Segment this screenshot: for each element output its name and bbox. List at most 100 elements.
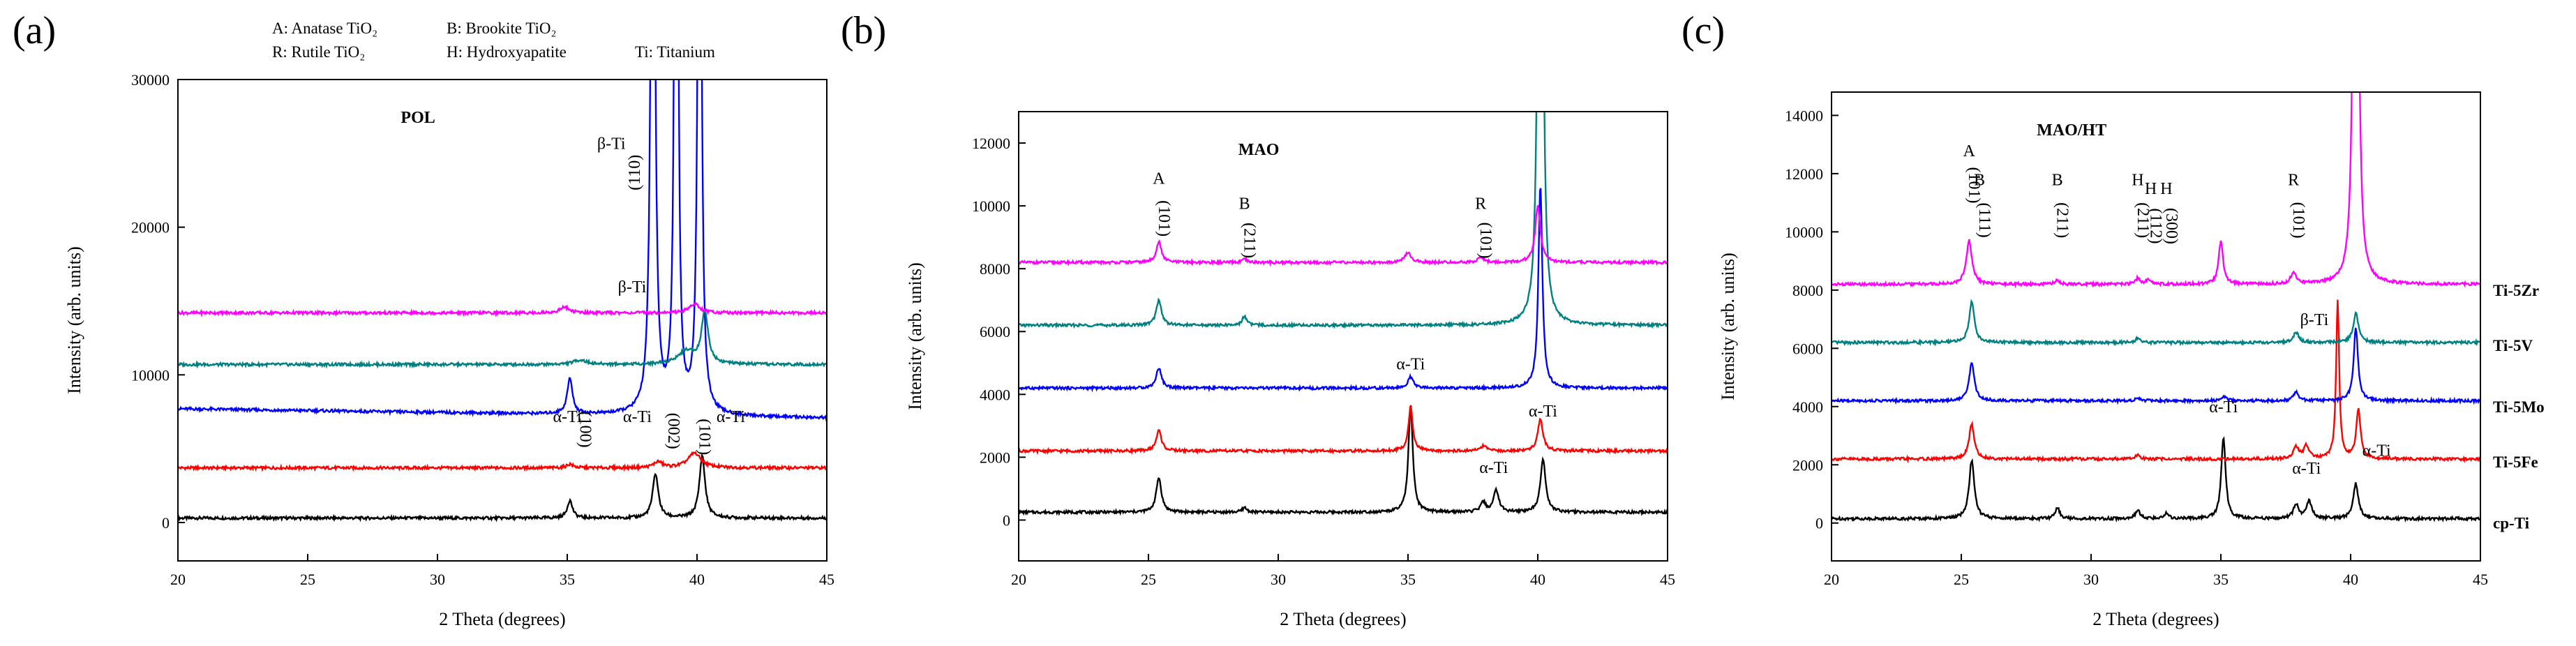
peak-annotation: (112) (2147, 208, 2165, 243)
x-tick-label: 35 (560, 571, 575, 588)
x-tick-label: 30 (2083, 571, 2099, 588)
series-line-Ti-5Zr (178, 302, 827, 318)
series-label: Ti-5Mo (2493, 398, 2545, 416)
x-tick-label: 30 (430, 571, 445, 588)
series-line-Ti-5Fe (1832, 299, 2480, 464)
panel-letter: (a) (13, 9, 56, 52)
y-tick-label: 0 (1003, 511, 1010, 529)
x-tick-label: 25 (300, 571, 315, 588)
peak-annotation: (101) (2289, 202, 2307, 239)
y-axis-title: Intensity (arb. units) (905, 262, 925, 410)
peak-annotation: B (2052, 172, 2063, 190)
x-tick-label: 20 (170, 571, 186, 588)
y-tick-label: 4000 (1792, 398, 1823, 416)
y-axis-title: Intensity (arb. units) (64, 246, 84, 394)
x-tick-label: 20 (1824, 571, 1839, 588)
series-line-Ti-5Zr (1019, 205, 1668, 267)
peak-annotation: A (1153, 170, 1165, 188)
peak-annotation: H (2132, 172, 2143, 190)
series-label: Ti-5V (2493, 337, 2533, 354)
series-group (1832, 92, 2480, 523)
y-axis-title: Intensity (arb. units) (1718, 253, 1738, 400)
series-line-Ti-5Fe (1019, 405, 1668, 456)
y-tick-label: 10000 (1785, 223, 1823, 241)
peak-annotation: α-Ti (1529, 403, 1557, 421)
peak-annotation: β-Ti (2300, 311, 2329, 329)
peak-annotation: (110) (626, 155, 644, 190)
peak-annotation: β-Ti (618, 278, 647, 296)
y-tick-label: 30000 (131, 71, 170, 89)
peak-annotation: (111) (1975, 203, 1993, 238)
y-tick-label: 2000 (1792, 456, 1823, 474)
peak-annotation: α-Ti (553, 408, 581, 426)
peak-annotation: α-Ti (2292, 460, 2321, 478)
peak-annotation: H (2145, 180, 2157, 198)
panel-2: (c) 20 25 30 35 40 45 0 2000 4000 6000 8000 10000 120… (1682, 9, 2545, 629)
peak-annotation: (101) (1965, 167, 1983, 204)
series-group (1019, 112, 1668, 517)
peak-annotation: (211) (2053, 202, 2072, 238)
legend-titanium: Ti: Titanium (635, 43, 715, 61)
x-tick-label: 40 (1530, 571, 1545, 588)
series-label: Ti-5Zr (2493, 282, 2539, 299)
x-tick-label: 20 (1011, 571, 1026, 588)
y-tick-label: 10000 (972, 197, 1010, 215)
peak-annotation: β-Ti (597, 135, 626, 153)
legend-anatase: A: Anatase TiO₂ (272, 20, 377, 37)
series-line-Ti-5Mo (1832, 327, 2480, 405)
y-tick-label: 14000 (1785, 107, 1823, 124)
peak-annotation: (002) (664, 413, 682, 449)
peak-annotation: A (1963, 142, 1975, 160)
y-tick-label: 12000 (1785, 165, 1823, 183)
panel-letter: (b) (841, 9, 886, 52)
plot-frame (1831, 91, 2481, 562)
peak-annotation: (101) (1476, 223, 1495, 259)
series-line-Ti-5Zr (1832, 92, 2480, 289)
peak-annotation: (100) (576, 412, 594, 448)
peak-annotation: (211) (2134, 202, 2152, 238)
peak-annotation: R (2288, 172, 2299, 190)
x-tick-label: 30 (1271, 571, 1286, 588)
y-tick-label: 0 (1815, 515, 1823, 532)
panel-1: (b) 20 25 30 35 40 45 0 2000 4000 6000 8000 10000 120… (841, 9, 1675, 629)
series-group (178, 80, 827, 523)
peak-annotation: (101) (696, 419, 714, 455)
series-line-Ti-5Mo (178, 80, 827, 422)
x-tick-label: 45 (2473, 571, 2488, 588)
legend-rutile: R: Rutile TiO₂ (272, 43, 365, 61)
peak-annotation: α-Ti (2362, 442, 2391, 460)
y-tick-label: 2000 (980, 449, 1010, 466)
x-tick-label: 35 (1400, 571, 1416, 588)
panel-0: (a) 20 25 30 35 40 45 0 10000 20000 30000 2 Theta (… (13, 9, 834, 629)
x-axis-title: 2 Theta (degrees) (1280, 609, 1406, 629)
peak-annotation: α-Ti (1396, 355, 1425, 373)
peak-annotation: H (2160, 180, 2172, 198)
peak-annotation: (101) (1155, 200, 1173, 236)
y-tick-label: 0 (162, 514, 170, 532)
y-tick-label: 12000 (972, 135, 1010, 152)
series-line-cp-Ti (1832, 436, 2480, 523)
x-tick-label: 45 (819, 571, 834, 588)
x-tick-label: 35 (2213, 571, 2229, 588)
peak-annotation: (211) (1241, 223, 1259, 258)
x-axis-title: 2 Theta (degrees) (2092, 609, 2219, 629)
legend-brookite: B: Brookite TiO₂ (447, 20, 557, 37)
peak-annotation: B (1239, 195, 1250, 213)
series-line-Ti-5Mo (1019, 188, 1668, 393)
y-tick-label: 20000 (131, 219, 170, 236)
panel-title: POL (400, 109, 435, 127)
panel-title: MAO/HT (2037, 121, 2106, 140)
series-line-cp-Ti (178, 453, 827, 523)
series-line-Ti-5V (1832, 299, 2480, 347)
series-line-cp-Ti (1019, 405, 1668, 517)
peak-annotation: B (1974, 172, 1985, 190)
x-axis-title: 2 Theta (degrees) (439, 609, 565, 629)
series-line-Ti-5V (178, 308, 827, 369)
y-tick-label: 6000 (1792, 340, 1823, 357)
peak-annotation: R (1475, 195, 1486, 213)
peak-annotation: α-Ti (2209, 398, 2238, 416)
y-tick-label: 8000 (980, 260, 1010, 278)
